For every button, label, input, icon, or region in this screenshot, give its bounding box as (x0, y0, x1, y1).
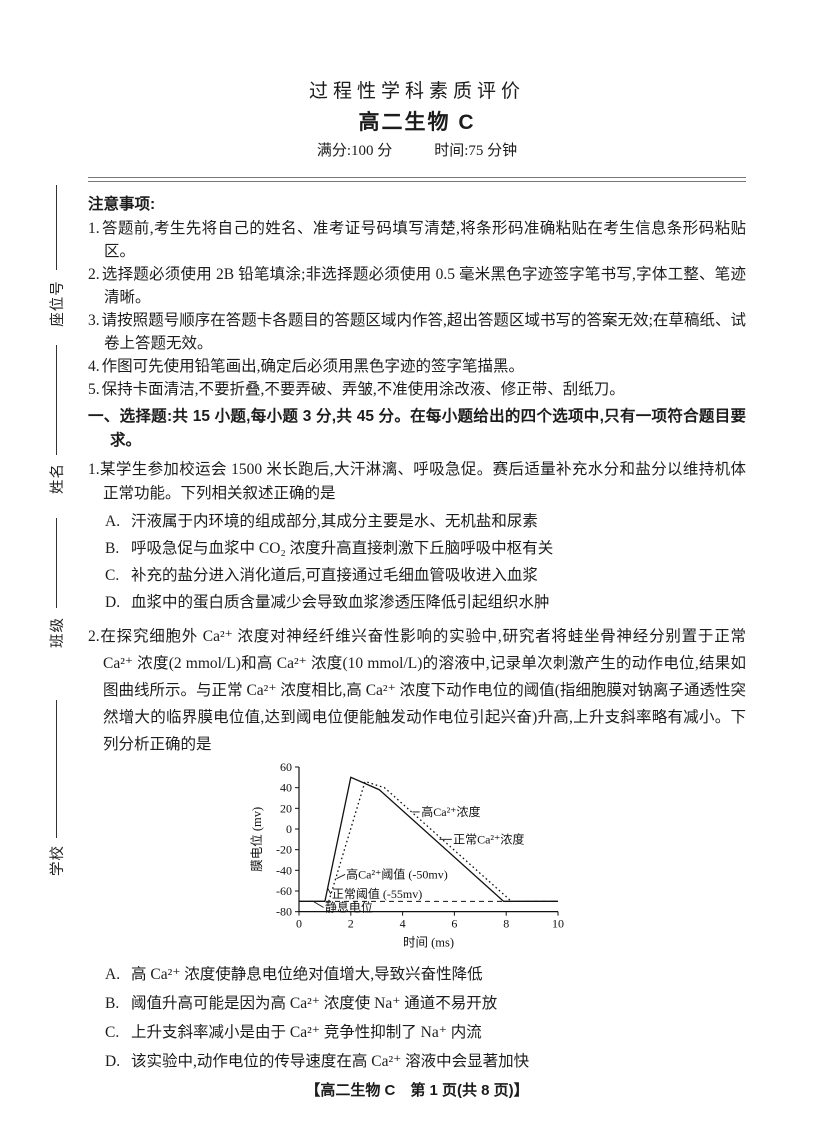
option-row: C. 补充的盐分进入消化道后,可直接通过毛细血管吸收进入血浆 (105, 566, 538, 584)
annotation-label: 高Ca²⁺浓度 (421, 803, 480, 818)
question-2-stem: 2.在探究细胞外 Ca²⁺ 浓度对神经纤维兴奋性影响的实验中,研究者将蛙坐骨神经… (88, 627, 746, 753)
y-tick-label: 40 (280, 780, 292, 794)
annotation-label: 正常阈值 (-55mv) (332, 886, 422, 901)
action-potential-chart: 60 40 20 0 -20 -40 -60 -80 0 2 4 6 8 10 高Ca²⁺浓度正常Ca²⁺浓… (248, 760, 580, 958)
notice-item: 3. 请按照题号顺序在答题卡各题目的答题区域内作答,超出答题区域书写的答案无效;在… (88, 311, 746, 352)
annotation-label: 静息电位 (325, 899, 373, 914)
full-score-label: 满分:100 分 (316, 143, 393, 159)
annotation-leader (313, 900, 324, 908)
notice-item: 4. 作图可先使用铅笔画出,确定后必须用黑色字迹的签字笔描黑。 (88, 357, 525, 375)
y-tick-label: -20 (276, 842, 292, 856)
notice-item: 5. 保持卡面清洁,不要折叠,不要弄破、弄皱,不准使用涂改液、修正带、刮纸刀。 (88, 380, 625, 398)
fold-line (56, 700, 57, 838)
y-axis-label: 膜电位 (mv) (249, 806, 264, 871)
x-tick-label: 0 (296, 916, 302, 930)
margin-label-school: 学校 (49, 844, 66, 876)
question-1-options: A. 汗液属于内环境的组成部分,其成分主要是水、无机盐和尿素 B. 呼吸急促与血浆中… (88, 508, 746, 616)
question-1-stem: 1.某学生参加校运会 1500 米长跑后,大汗淋漓、呼吸急促。赛后适量补充水分和… (88, 460, 746, 502)
y-tick-label: 20 (280, 801, 292, 815)
x-tick-label: 2 (348, 916, 354, 930)
x-tick-label: 10 (552, 916, 564, 930)
margin-label-name: 姓名 (49, 462, 66, 494)
margin-label-class: 班级 (49, 616, 66, 648)
annotation-leader (327, 887, 332, 894)
option-row: D. 该实验中,动作电位的传导速度在高 Ca²⁺ 溶液中会显著加快 (105, 1052, 530, 1070)
x-tick-label: 8 (503, 916, 509, 930)
x-tick-label: 6 (451, 916, 457, 930)
option-row: C. 上升支斜率减小是由于 Ca²⁺ 竞争性抑制了 Na⁺ 内流 (105, 1023, 482, 1041)
annotation-label: 高Ca²⁺阈值 (-50mv) (346, 866, 448, 881)
y-tick-label: 60 (280, 760, 292, 774)
line-chart: 60 40 20 0 -20 -40 -60 -80 0 2 4 6 8 10 高Ca²⁺浓度正常Ca²⁺浓… (249, 760, 564, 950)
y-tick-label: -80 (276, 904, 292, 918)
paper-title: 高二生物 C (358, 111, 476, 134)
notice-title: 注意事项: (88, 195, 156, 213)
option-row: B. 阈值升高可能是因为高 Ca²⁺ 浓度使 Na⁺ 通道不易开放 (105, 994, 498, 1012)
exam-page: 过程性学科素质评价 高二生物 C 满分:100 分时间:75 分钟 注意事项: … (88, 0, 746, 1102)
question-2-options: A. 高 Ca²⁺ 浓度使静息电位绝对值增大,导致兴奋性降低 B. 阈值升高可能是因… (88, 960, 746, 1076)
option-row: D. 血浆中的蛋白质含量减少会导致血浆渗透压降低引起组织水肿 (105, 593, 550, 611)
evaluation-title: 过程性学科素质评价 (308, 81, 525, 102)
section-heading: 一、选择题:共 15 小题,每小题 3 分,共 45 分。在每小题给出的四个选项… (88, 407, 746, 449)
option-row: B. 呼吸急促与血浆中 CO₂ 浓度升高直接刺激下丘脑呼吸中枢有关 (105, 539, 554, 557)
header-divider (88, 177, 746, 182)
y-tick-label: 0 (286, 821, 292, 835)
margin-label-seat: 座位号 (49, 279, 66, 327)
fold-line (56, 345, 57, 455)
paper-meta: 满分:100 分 时间:75 分钟 (88, 140, 746, 162)
x-tick-label: 4 (400, 916, 406, 930)
option-row: A. 高 Ca²⁺ 浓度使静息电位绝对值增大,导致兴奋性降低 (105, 965, 483, 983)
annotation-label: 正常Ca²⁺浓度 (453, 831, 524, 846)
y-tick-label: -40 (276, 863, 292, 877)
duration-label: 时间:75 分钟 (434, 143, 518, 159)
page-footer: 【高二生物 C 第 1 页(共 8 页)】 (305, 1081, 529, 1099)
fold-line (56, 518, 57, 608)
notice-item: 2. 选择题必须使用 2B 铅笔填涂;非选择题必须使用 0.5 毫米黑色字迹签字笔… (88, 265, 746, 306)
y-tick-label: -60 (276, 883, 292, 897)
series-高Ca²⁺浓度 (328, 780, 512, 902)
annotation-leader (336, 873, 346, 879)
fold-line (56, 185, 57, 270)
notice-item: 1. 答题前,考生先将自己的姓名、准考证号码填写清楚,将条形码准确粘贴在考生信息条… (88, 219, 746, 260)
option-row: A. 汗液属于内环境的组成部分,其成分主要是水、无机盐和尿素 (105, 512, 538, 530)
x-axis-label: 时间 (ms) (403, 935, 454, 949)
